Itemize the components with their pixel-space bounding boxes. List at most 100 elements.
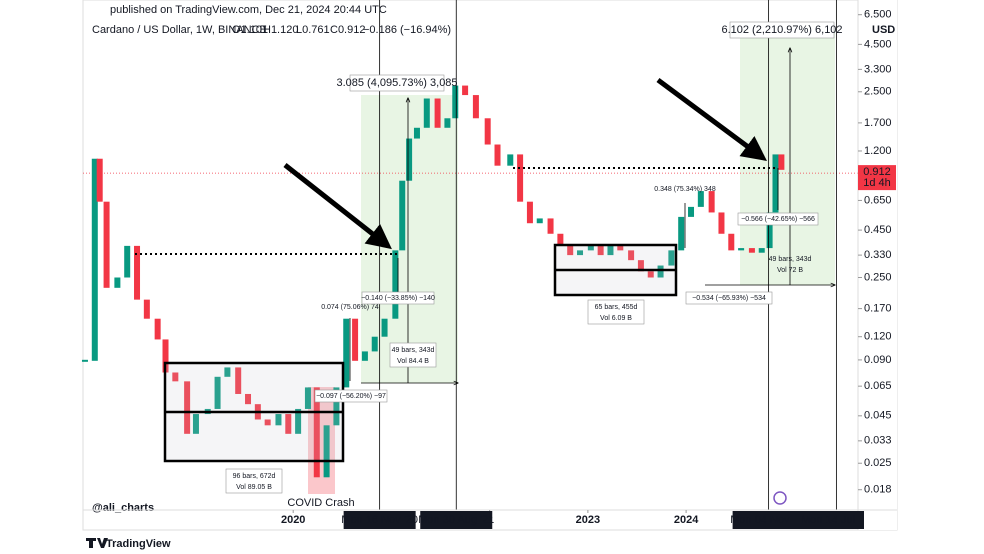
annotation: Vol 72 B [777, 267, 803, 274]
annotation-box [587, 299, 645, 325]
candle [728, 233, 735, 251]
annotation: 49 bars, 343d [769, 256, 812, 263]
y-axis-panel [858, 0, 897, 530]
annotation: Vol 6.09 B [600, 315, 632, 322]
candle [134, 245, 141, 300]
candle [637, 260, 644, 272]
candle [245, 393, 252, 405]
candle [472, 95, 479, 119]
y-tick-label: 6.500 [864, 9, 892, 21]
event-icon [773, 491, 787, 505]
annotation-box [314, 389, 388, 403]
candle [577, 250, 584, 256]
candle [778, 154, 785, 170]
ohlc-value: L0.761 [296, 24, 330, 36]
candle [172, 372, 179, 382]
annotation-box [361, 291, 435, 305]
candle [323, 425, 330, 478]
candle [758, 248, 765, 253]
candle [657, 265, 664, 278]
candle [285, 414, 292, 434]
candle [772, 154, 779, 213]
candle [96, 158, 103, 202]
candle [295, 408, 302, 434]
candle [688, 206, 695, 217]
candle [392, 250, 399, 319]
candle [143, 299, 150, 319]
annotation: −0.534 (−65.93%) −534 [692, 295, 766, 302]
y-tick-label: 0.033 [864, 435, 892, 447]
footer: TradingView [106, 538, 171, 550]
candle [333, 387, 340, 426]
candle [617, 245, 624, 251]
candle [275, 414, 282, 426]
candle [526, 201, 533, 224]
time-marker-label: Mon 14 Jul [801, 514, 855, 526]
candle [361, 351, 368, 361]
candle [547, 218, 554, 234]
annotation-box [349, 74, 445, 92]
candle [668, 250, 675, 266]
annotation-box [389, 342, 437, 368]
candle [381, 318, 388, 337]
y-tick-label: 0.330 [864, 249, 892, 261]
y-tick-label: 0.120 [864, 331, 892, 343]
annotation: 65 bars, 455d [595, 304, 638, 311]
candle [406, 138, 413, 181]
candle [738, 248, 745, 251]
annotation-box [685, 291, 773, 305]
candle [114, 277, 121, 288]
annotation: 96 bars, 672d [233, 473, 276, 480]
y-tick-label: 2.500 [864, 86, 892, 98]
annotation: 49 bars, 343d [392, 347, 435, 354]
annotations: 3.085 (4,095.73%) 3,085 6.102 (2,210.97%… [225, 21, 843, 509]
ohlc-value: H1.120 [263, 24, 298, 36]
time-marker-badge [732, 511, 805, 529]
candle [507, 154, 514, 166]
annotation: 0.348 (75.34%) 348 [654, 186, 716, 193]
candle [536, 218, 543, 224]
candle [224, 367, 231, 377]
candle [484, 118, 491, 145]
annotation: Vol 84.4 B [397, 358, 429, 365]
candle [718, 212, 725, 234]
candle [766, 212, 773, 249]
y-tick-label: 0.090 [864, 354, 892, 366]
y-tick-label: 0.450 [864, 224, 892, 236]
candle [91, 158, 98, 361]
time-marker-label: Mon 30 Aug '21 [418, 514, 494, 526]
watermark: @ali_charts [92, 502, 154, 514]
annotation: 6.102 (2,210.97%) 6,102 [721, 24, 842, 36]
candle [352, 318, 359, 361]
countdown: 1d 4h [863, 177, 891, 189]
last-price-badge [858, 165, 896, 191]
candle [413, 127, 420, 139]
drawings [135, 48, 835, 463]
time-marker-label: Mon 16 Nov '20 [341, 514, 418, 526]
candle [235, 367, 242, 394]
candle [371, 336, 378, 352]
candle [452, 85, 459, 119]
annotation: 3.085 (4,095.73%) 3,085 [336, 77, 457, 89]
arrow [283, 163, 392, 250]
candle [162, 339, 169, 373]
candle [184, 381, 191, 434]
y-tick-label: 0.650 [864, 194, 892, 206]
candle [434, 98, 441, 128]
candle [557, 233, 564, 246]
ohlc-value: O1.101 [232, 24, 268, 36]
ohlc-change: −0.186 (−16.94%) [363, 24, 451, 36]
tv-logo [86, 538, 108, 548]
currency: USD [872, 24, 895, 36]
published: published on TradingView.com, Dec 21, 20… [110, 4, 387, 16]
candle [587, 245, 594, 251]
candle [748, 248, 755, 253]
annotation: 0.074 (75.06%) 74 [321, 304, 379, 311]
x-tick-label: 2020 [281, 514, 305, 526]
x-tick-label: 2024 [674, 514, 699, 526]
y-tick-label: 0.170 [864, 303, 892, 315]
measure-region [740, 30, 835, 285]
candle [697, 191, 704, 207]
annotation-box [737, 212, 819, 226]
annotation-box [225, 468, 283, 494]
